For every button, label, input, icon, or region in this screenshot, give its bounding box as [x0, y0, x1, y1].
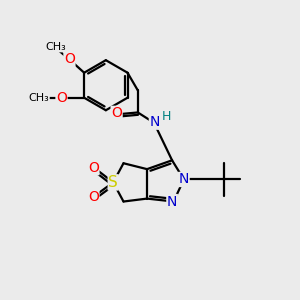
Text: N: N	[149, 115, 160, 129]
Text: N: N	[167, 194, 177, 208]
Text: O: O	[88, 161, 99, 175]
Text: CH₃: CH₃	[28, 93, 49, 103]
Text: S: S	[108, 175, 118, 190]
Text: CH₃: CH₃	[46, 42, 67, 52]
Text: O: O	[64, 52, 75, 67]
Text: H: H	[162, 110, 171, 123]
Text: O: O	[56, 91, 67, 105]
Text: O: O	[88, 190, 99, 203]
Text: O: O	[111, 106, 122, 120]
Text: N: N	[179, 172, 189, 186]
